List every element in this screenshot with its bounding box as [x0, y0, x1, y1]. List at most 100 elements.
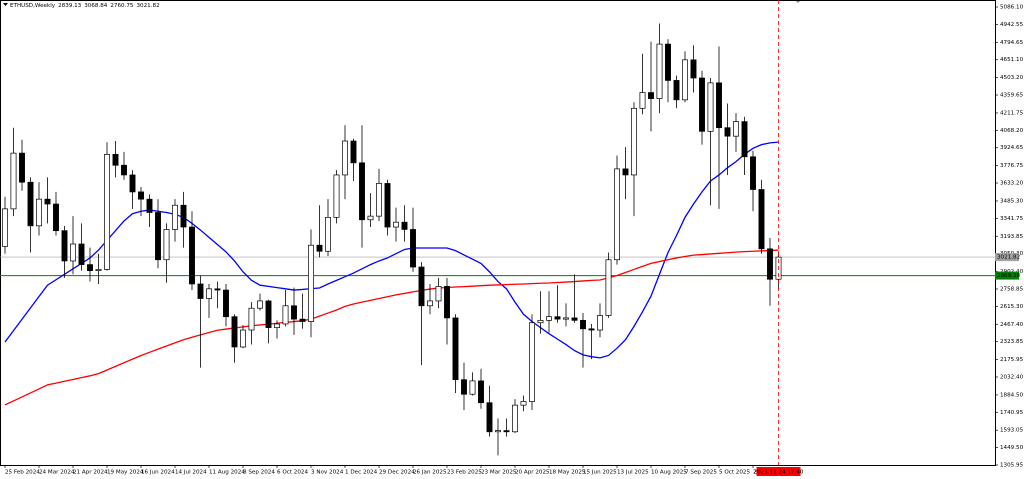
- cursor-label: 2025.11.24 17:40: [754, 470, 804, 476]
- x-tick-label: 13 Jul 2025: [617, 470, 649, 476]
- chart-header: ETHUSD,Weekly 2839.13 3068.84 2760.75 3021.8…: [10, 3, 160, 9]
- candle-body: [129, 174, 136, 193]
- y-tick-label: 4942.55: [1000, 22, 1024, 28]
- x-tick-label: 29 Dec 2024: [379, 470, 415, 476]
- y-tick-label: 1449.50: [1000, 445, 1024, 451]
- y-tick-label: 2175.95: [1000, 357, 1024, 363]
- candle-body: [537, 319, 544, 324]
- candle-body: [427, 300, 433, 307]
- bid-label: 3021.82: [997, 255, 1020, 261]
- y-tick-label: 5086.10: [1000, 5, 1024, 11]
- candle-body: [53, 203, 59, 232]
- candle-body: [716, 82, 722, 129]
- y-tick-label: 4794.65: [1000, 40, 1024, 46]
- y-tick-label: 3485.30: [1000, 198, 1024, 204]
- y-tick-label: 2323.85: [1000, 339, 1024, 345]
- candle-body: [197, 283, 204, 299]
- candle-body: [665, 43, 671, 81]
- candle-body: [418, 266, 425, 307]
- candle-body: [639, 92, 646, 109]
- header-low: 2760.75: [110, 3, 134, 9]
- candle-body: [571, 317, 578, 321]
- y-tick-label: 4211.75: [1000, 110, 1024, 116]
- candle-body: [138, 191, 144, 200]
- candle-body: [648, 92, 654, 99]
- y-tick-label: 3633.20: [1000, 181, 1024, 187]
- candle-body: [767, 248, 773, 280]
- candle-body: [316, 244, 323, 252]
- candle-body: [163, 229, 170, 261]
- header-open: 2839.13: [58, 3, 82, 9]
- candle-body: [546, 316, 552, 321]
- x-tick-label: 23 Mar 2025: [481, 470, 517, 476]
- candle-body: [435, 286, 442, 302]
- scroll-marker: [796, 1, 800, 3]
- candle-body: [699, 77, 705, 132]
- candle-body: [342, 140, 348, 176]
- candle-body: [520, 401, 527, 406]
- candle-body: [223, 289, 229, 318]
- candle-body: [180, 204, 187, 228]
- candle-body: [95, 269, 102, 272]
- candle-body: [750, 156, 756, 190]
- x-tick-label: 7 Sep 2025: [685, 470, 717, 476]
- candle-body: [308, 244, 314, 322]
- candle-body: [121, 164, 127, 176]
- candle-body: [155, 212, 161, 261]
- candle-body: [452, 317, 459, 381]
- candle-body: [61, 230, 68, 262]
- y-tick-label: 2758.85: [1000, 286, 1024, 292]
- candle-body: [291, 305, 297, 320]
- candle-body: [733, 121, 739, 137]
- candle-body: [27, 181, 34, 227]
- header-high: 3068.84: [84, 3, 108, 9]
- candle-body: [206, 288, 212, 299]
- candle-body: [444, 286, 450, 319]
- x-tick-label: 1 Dec 2024: [345, 470, 378, 476]
- x-tick-label: 25 Feb 2024: [5, 470, 40, 476]
- y-tick-label: 4503.20: [1000, 75, 1024, 81]
- y-tick-label: 1305.95: [1000, 463, 1024, 469]
- candle-body: [554, 316, 561, 320]
- candle-body: [580, 319, 586, 330]
- candle-body: [758, 189, 765, 250]
- candle-body: [469, 380, 476, 395]
- x-tick-label: 18 May 2025: [549, 470, 586, 476]
- level-label-bg: [995, 271, 1019, 280]
- candle-body: [376, 183, 382, 217]
- candle-body: [104, 153, 110, 270]
- candle-body: [240, 329, 246, 348]
- candle-body: [393, 221, 399, 228]
- x-tick-label: 10 Aug 2025: [651, 470, 687, 476]
- candle-body: [486, 402, 493, 433]
- x-tick-label: 3 Nov 2024: [311, 470, 344, 476]
- candle-body: [112, 153, 119, 166]
- candle-body: [359, 162, 365, 221]
- candle-body: [274, 323, 280, 328]
- y-tick-label: 2615.30: [1000, 304, 1024, 310]
- candle-body: [265, 300, 272, 328]
- candle-body: [350, 140, 357, 164]
- moving-average: [4, 141, 779, 359]
- candle-body: [707, 82, 714, 132]
- candle-body: [10, 152, 17, 210]
- y-tick-label: 1884.50: [1000, 392, 1024, 398]
- candle-body: [656, 43, 663, 99]
- candle-body: [495, 430, 501, 433]
- cursor-label-bg: [756, 467, 801, 476]
- y-tick-label: 2467.40: [1000, 322, 1024, 328]
- candle-body: [2, 208, 8, 247]
- candle-body: [282, 305, 289, 325]
- y-tick-label: 3924.65: [1000, 145, 1024, 151]
- candle-body: [503, 430, 510, 433]
- x-tick-label: 5 Oct 2025: [719, 470, 750, 476]
- candle-body: [146, 198, 153, 213]
- candle-body: [588, 328, 595, 331]
- candle-body: [44, 198, 51, 205]
- y-tick-label: 3776.75: [1000, 163, 1024, 169]
- menu-arrow[interactable]: [3, 3, 8, 6]
- candle-body: [257, 300, 263, 309]
- candle-body: [384, 183, 391, 228]
- candle-body: [724, 127, 731, 137]
- level-label: 2869.38: [997, 273, 1021, 279]
